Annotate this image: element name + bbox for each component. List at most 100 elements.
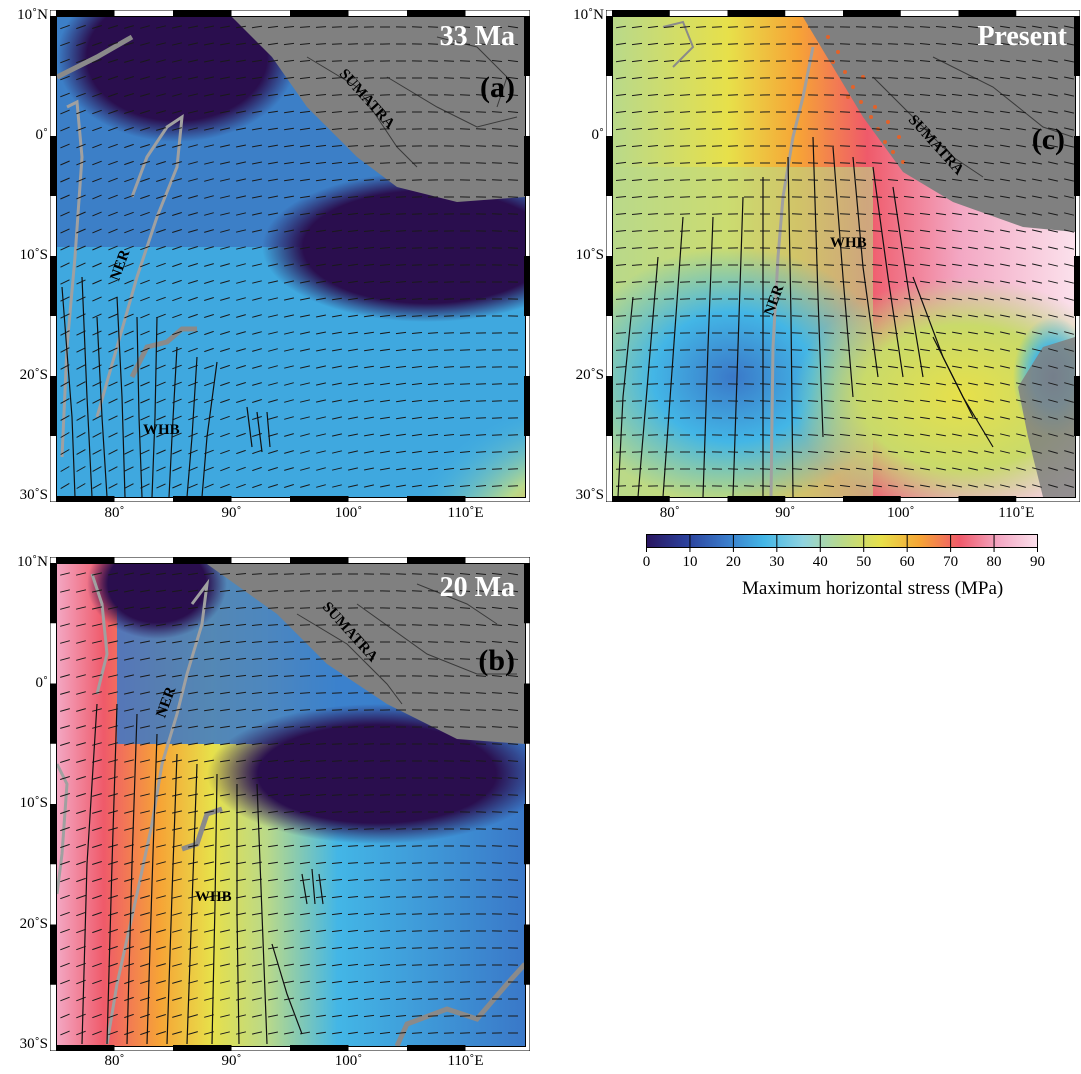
stress-direction-mark [284,178,294,182]
stress-direction-mark [92,279,102,285]
stress-direction-mark [60,245,70,251]
stress-direction-mark [1064,467,1074,471]
lon-tick-label: 100˚ [887,505,915,521]
stress-direction-mark [791,417,803,419]
stress-direction-mark [475,607,487,609]
stress-direction-mark [759,451,771,453]
stress-direction-mark [156,415,166,421]
stress-direction-mark [268,331,278,335]
stress-direction-mark [60,979,70,985]
stress-direction-mark [951,25,963,29]
stress-direction-mark [663,111,675,113]
stress-direction-mark [187,42,199,46]
stress-direction-mark [92,313,102,319]
stress-direction-mark [108,42,118,46]
stress-direction-mark [348,314,358,318]
stress-direction-mark [743,485,755,487]
stress-direction-mark [283,26,295,28]
stress-direction-mark [331,111,343,113]
stress-direction-mark [855,433,867,437]
stress-direction-mark [507,213,519,215]
stress-direction-mark [188,330,198,336]
stress-direction-mark [252,466,262,472]
stress-direction-mark [1032,450,1042,454]
stress-direction-mark [300,297,310,301]
stress-direction-mark [475,77,487,79]
stress-direction-mark [220,776,230,780]
stress-direction-mark [299,658,311,660]
stress-direction-mark [108,228,118,234]
stress-direction-mark [156,42,166,46]
stress-direction-mark [124,126,134,132]
stress-direction-mark [1048,42,1058,46]
stress-direction-mark [395,1032,407,1034]
stress-direction-mark [411,573,423,575]
stress-direction-mark [140,844,150,848]
stress-direction-mark [475,400,487,402]
stress-direction-mark [156,844,166,848]
stress-direction-mark [443,1032,455,1034]
stress-direction-mark [952,229,962,233]
stress-direction-mark [999,416,1011,420]
stress-direction-mark [1032,195,1042,199]
stress-direction-mark [952,416,962,420]
stress-direction-mark [903,246,915,250]
stress-direction-mark [60,572,70,576]
stress-direction-mark [204,640,214,644]
stress-direction-mark [156,674,166,678]
stress-direction-mark [76,657,86,661]
stress-direction-mark [711,26,723,28]
stress-direction-mark [1063,110,1075,114]
stress-direction-mark [299,399,311,403]
stress-direction-mark [459,468,471,470]
stress-direction-mark [631,59,643,63]
stress-direction-mark [491,60,503,62]
stress-direction-mark [187,895,199,899]
frame-bar [290,557,349,563]
stress-direction-mark [332,1031,342,1035]
stress-direction-mark [443,60,455,62]
stress-direction-mark [267,658,279,660]
stress-direction-mark [283,59,295,63]
stress-direction-mark [300,467,310,471]
stress-direction-mark [316,450,326,454]
stress-direction-mark [968,144,978,148]
stress-direction-mark [491,128,503,130]
stress-direction-mark [1031,246,1043,250]
stress-direction-mark [139,725,151,729]
stress-direction-mark [1064,331,1074,335]
stress-direction-mark [380,433,390,437]
stress-direction-mark [252,929,262,933]
stress-direction-mark [984,127,994,131]
stress-direction-mark [60,877,70,883]
stress-direction-mark [156,466,166,472]
stress-direction-mark [347,760,359,762]
stress-direction-mark [108,398,118,404]
stress-direction-mark [332,382,342,386]
stress-direction-mark [140,262,150,268]
stress-direction-mark [887,314,899,318]
stress-direction-mark [855,467,867,471]
stress-direction-mark [188,449,198,455]
stress-direction-mark [459,60,471,62]
stress-direction-mark [60,211,70,217]
colorbar-tick-label: 70 [943,554,959,570]
stress-field-b [57,564,525,1046]
stress-direction-mark [679,196,691,198]
stress-direction-mark [76,793,86,797]
stress-direction-mark [236,263,246,267]
stress-direction-mark [92,844,102,848]
stress-direction-mark [204,980,214,984]
stress-direction-mark [284,980,294,984]
stress-direction-mark [887,162,899,164]
stress-direction-mark [60,1013,70,1019]
stress-direction-mark [60,177,70,183]
stress-direction-mark [283,93,295,97]
stress-direction-mark [172,708,182,712]
stress-direction-mark [984,76,994,80]
stress-direction-mark [459,607,471,609]
stress-direction-mark [507,179,519,181]
stress-direction-mark [172,980,182,984]
map-b: 20 Ma (b) SUMATRA NER WHB [56,563,526,1047]
stress-direction-mark [475,43,487,45]
